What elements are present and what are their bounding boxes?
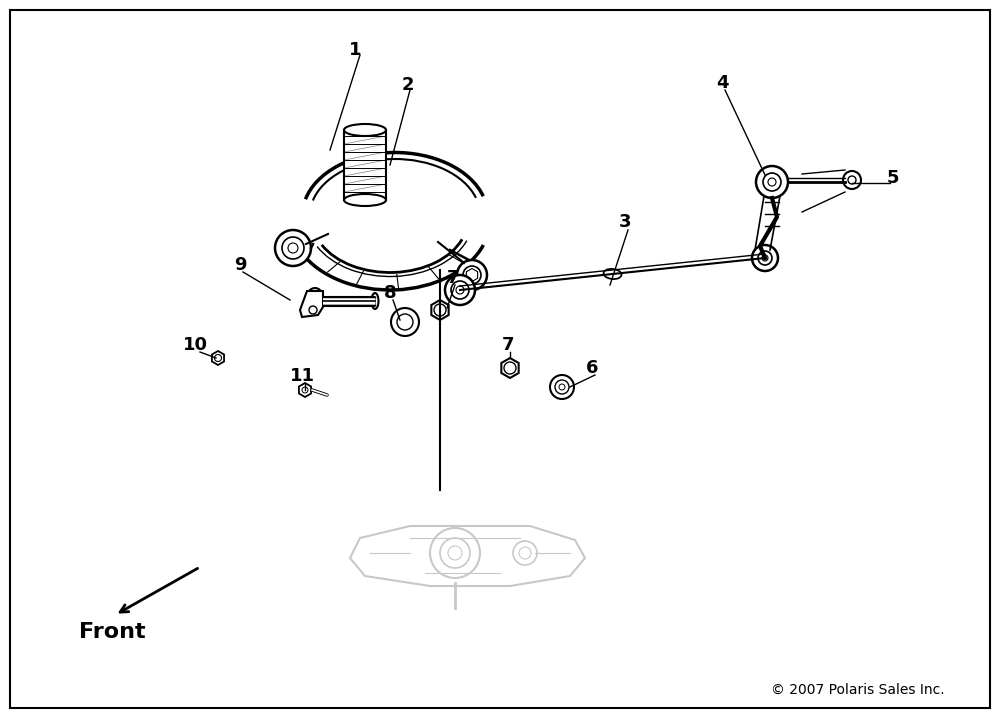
Text: Front: Front	[79, 622, 145, 642]
Text: 9: 9	[234, 256, 246, 274]
Polygon shape	[431, 300, 449, 320]
Circle shape	[848, 176, 856, 184]
Circle shape	[768, 178, 776, 186]
Circle shape	[288, 243, 298, 253]
Text: 4: 4	[716, 74, 728, 92]
Polygon shape	[350, 526, 585, 586]
Text: 7: 7	[502, 336, 514, 354]
Ellipse shape	[344, 194, 386, 206]
Circle shape	[762, 255, 768, 261]
Circle shape	[445, 275, 475, 305]
Circle shape	[440, 538, 470, 568]
Circle shape	[504, 362, 516, 374]
Circle shape	[397, 314, 413, 330]
Circle shape	[758, 251, 772, 265]
Ellipse shape	[604, 269, 621, 279]
Circle shape	[391, 308, 419, 336]
Circle shape	[302, 387, 308, 393]
Text: 7: 7	[447, 269, 459, 287]
Circle shape	[555, 380, 569, 394]
Text: 6: 6	[586, 359, 598, 377]
Circle shape	[308, 288, 322, 302]
Bar	[344, 130, 386, 200]
Polygon shape	[466, 269, 478, 281]
Text: 8: 8	[384, 284, 396, 302]
Circle shape	[456, 286, 464, 294]
Circle shape	[843, 171, 861, 189]
Text: 10: 10	[182, 336, 208, 354]
Circle shape	[550, 375, 574, 399]
Circle shape	[448, 546, 462, 560]
Circle shape	[519, 547, 531, 559]
Circle shape	[513, 541, 537, 565]
Ellipse shape	[344, 124, 386, 136]
Circle shape	[559, 384, 565, 390]
Circle shape	[463, 266, 481, 284]
Circle shape	[763, 173, 781, 191]
Polygon shape	[212, 351, 224, 365]
Circle shape	[451, 281, 469, 299]
Circle shape	[430, 528, 480, 578]
Text: 1: 1	[349, 41, 361, 59]
Polygon shape	[299, 383, 311, 397]
Circle shape	[756, 166, 788, 198]
Circle shape	[309, 306, 317, 314]
Circle shape	[752, 245, 778, 271]
Text: 3: 3	[619, 213, 631, 231]
Circle shape	[275, 230, 311, 266]
Circle shape	[282, 237, 304, 259]
Circle shape	[457, 260, 487, 290]
Circle shape	[214, 355, 222, 361]
Text: 5: 5	[887, 169, 899, 187]
Polygon shape	[501, 358, 519, 378]
Text: 2: 2	[402, 76, 414, 94]
Ellipse shape	[372, 293, 378, 309]
Text: 11: 11	[290, 367, 314, 385]
Circle shape	[434, 304, 446, 316]
Polygon shape	[300, 291, 323, 317]
Text: © 2007 Polaris Sales Inc.: © 2007 Polaris Sales Inc.	[771, 683, 945, 697]
